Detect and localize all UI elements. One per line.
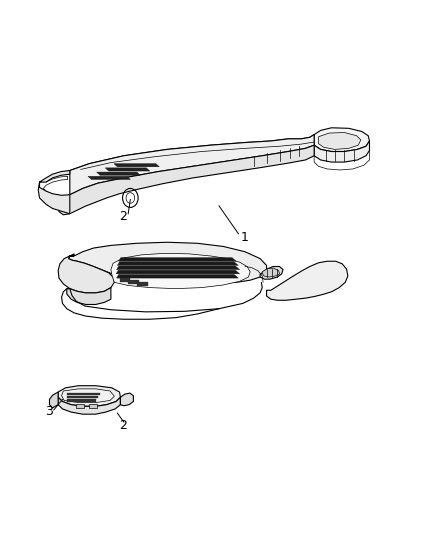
Polygon shape	[58, 386, 120, 406]
Polygon shape	[119, 257, 236, 261]
Polygon shape	[58, 256, 114, 293]
Polygon shape	[314, 141, 370, 162]
Polygon shape	[117, 266, 240, 270]
Polygon shape	[116, 270, 240, 274]
Polygon shape	[89, 403, 97, 408]
Polygon shape	[318, 133, 361, 149]
Polygon shape	[97, 172, 140, 175]
Polygon shape	[128, 280, 139, 285]
Polygon shape	[67, 288, 111, 304]
Polygon shape	[38, 171, 70, 214]
Polygon shape	[117, 274, 238, 278]
Polygon shape	[62, 389, 114, 402]
Polygon shape	[76, 403, 84, 408]
Polygon shape	[70, 135, 314, 195]
Polygon shape	[120, 278, 131, 282]
Polygon shape	[58, 397, 120, 414]
Polygon shape	[67, 393, 100, 395]
Polygon shape	[262, 268, 279, 277]
Polygon shape	[67, 395, 98, 398]
Polygon shape	[111, 253, 250, 289]
Text: 1: 1	[240, 231, 248, 244]
Polygon shape	[260, 266, 283, 279]
Polygon shape	[117, 262, 238, 265]
Text: 2: 2	[119, 210, 127, 223]
Polygon shape	[88, 176, 131, 180]
Polygon shape	[67, 399, 96, 401]
Polygon shape	[120, 393, 134, 406]
Polygon shape	[267, 261, 348, 300]
Polygon shape	[49, 392, 58, 408]
Polygon shape	[114, 164, 159, 167]
Polygon shape	[314, 128, 370, 151]
Polygon shape	[137, 282, 148, 286]
Polygon shape	[105, 168, 150, 171]
Text: 2: 2	[119, 419, 127, 432]
Text: 3: 3	[46, 405, 53, 418]
Polygon shape	[58, 145, 314, 215]
Polygon shape	[68, 242, 267, 284]
